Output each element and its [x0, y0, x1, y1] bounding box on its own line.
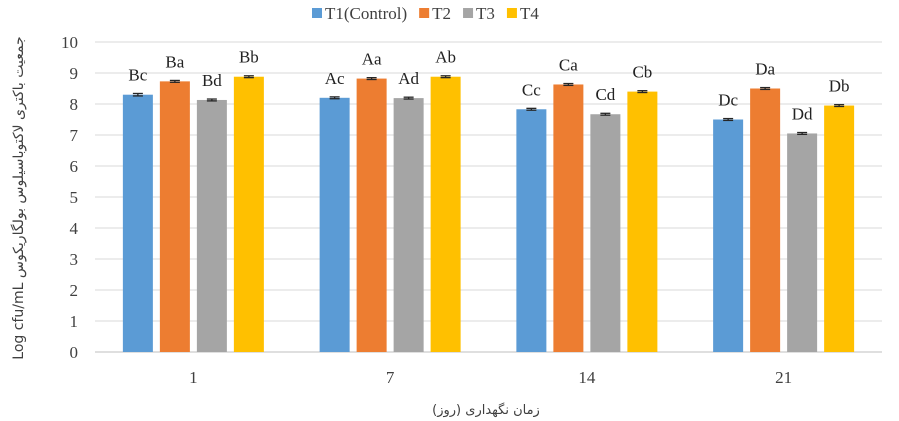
- legend-label: T4: [520, 4, 539, 23]
- y-tick-label: 9: [70, 64, 79, 83]
- x-axis-title: زمان نگهداری (روز): [432, 402, 540, 418]
- bar-t3-day-21: [787, 133, 818, 352]
- data-label: Ab: [435, 48, 456, 67]
- data-label: Ba: [165, 52, 184, 71]
- bar-t3-day-1: [196, 99, 227, 352]
- data-label: Cb: [632, 63, 652, 82]
- y-tick-label: 5: [70, 188, 79, 207]
- bar-t4-day-14: [627, 91, 658, 352]
- bar-t1-control--day-21: [713, 119, 744, 352]
- y-tick-label: 1: [70, 312, 79, 331]
- x-tick-label: 21: [775, 368, 792, 387]
- data-label: Dd: [792, 104, 813, 123]
- bar-t2-day-21: [750, 88, 781, 352]
- data-label: Cd: [595, 85, 615, 104]
- data-label: Cc: [522, 80, 541, 99]
- data-label: Db: [829, 77, 850, 96]
- y-tick-label: 10: [61, 33, 78, 52]
- bar-t4-day-7: [430, 76, 461, 352]
- data-label: Ac: [325, 69, 345, 88]
- bar-t2-day-7: [356, 78, 387, 352]
- bar-t1-control--day-1: [122, 94, 153, 352]
- y-tick-label: 8: [70, 95, 79, 114]
- legend-swatch: [463, 8, 474, 18]
- data-label: Ca: [559, 55, 578, 74]
- data-labels: Bc Ba Bd Bb Ac Aa Ad Ab Cc Ca Cd Cb Dc Da Dd Db: [128, 48, 849, 124]
- x-tick-label: 1: [189, 368, 198, 387]
- bar-t1-control--day-14: [516, 109, 547, 353]
- bar-t2-day-1: [159, 81, 190, 353]
- data-label: Dc: [718, 91, 738, 110]
- bar-t3-day-7: [393, 98, 424, 352]
- x-tick-label: 7: [386, 368, 395, 387]
- x-tick-label: 14: [578, 368, 596, 387]
- bar-t2-day-14: [553, 84, 584, 352]
- data-label: Aa: [362, 50, 382, 69]
- bar-t1-control--day-7: [319, 97, 350, 352]
- y-tick-label: 4: [70, 219, 79, 238]
- bars: [122, 75, 855, 353]
- legend-label: T3: [476, 4, 495, 23]
- x-axis-ticks: 1 7 14 21: [189, 368, 792, 387]
- y-tick-label: 6: [70, 157, 79, 176]
- y-axis-title: Log cfu/mL جمعیت باکتری لاکتوباسیلوس بول…: [10, 36, 27, 359]
- legend: T1(Control) T2 T3 T4: [312, 4, 539, 23]
- legend-swatch: [506, 8, 517, 18]
- y-tick-label: 7: [70, 126, 79, 145]
- data-label: Bb: [239, 48, 259, 67]
- legend-label: T1(Control): [325, 4, 407, 23]
- legend-swatch: [312, 8, 322, 18]
- legend-label: T2: [432, 4, 451, 23]
- bar-t3-day-14: [590, 114, 621, 352]
- legend-swatch: [419, 8, 430, 18]
- data-label: Bc: [128, 66, 147, 85]
- data-label: Da: [755, 60, 775, 79]
- bar-t4-day-1: [233, 76, 264, 352]
- y-tick-label: 0: [70, 343, 79, 362]
- y-tick-label: 2: [70, 281, 79, 300]
- bar-t4-day-21: [824, 105, 855, 352]
- data-label: Bd: [202, 71, 222, 90]
- y-tick-label: 3: [70, 250, 79, 269]
- data-label: Ad: [398, 69, 419, 88]
- y-axis-ticks: 0 1 2 3 4 5 6 7 8 9 10: [61, 33, 79, 362]
